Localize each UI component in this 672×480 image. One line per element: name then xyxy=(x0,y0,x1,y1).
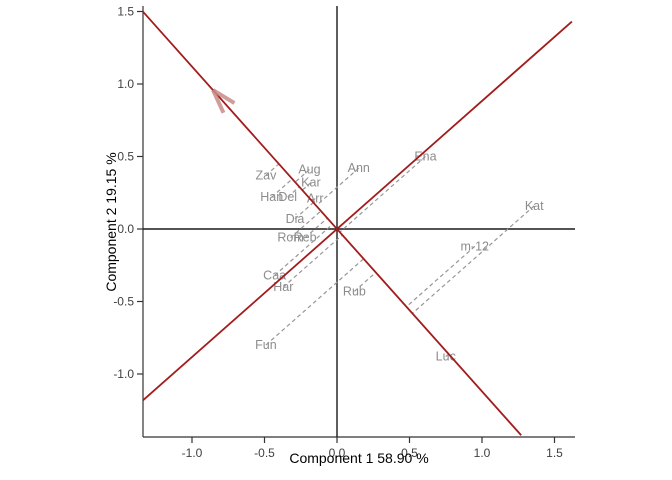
projection-line xyxy=(265,258,364,346)
x-tick-label: 0.0 xyxy=(329,446,346,460)
projection-line xyxy=(301,182,312,191)
projection-line xyxy=(271,178,293,198)
direction-arrowhead-wing xyxy=(211,88,236,105)
y-tick-label: -1.0 xyxy=(113,367,134,381)
y-tick-label: 1.0 xyxy=(117,77,134,91)
projection-line xyxy=(294,169,310,183)
y-tick-label: 0.5 xyxy=(117,150,134,164)
sample-label-m-12: m-12 xyxy=(461,239,490,253)
sample-label-Ena: Ena xyxy=(414,150,436,164)
y-axis-title: Component 2 19.15 % xyxy=(103,152,119,292)
projection-line xyxy=(315,167,360,207)
projection-line xyxy=(354,272,377,292)
projection-line xyxy=(265,163,280,176)
projection-line xyxy=(282,234,343,288)
projection-line xyxy=(406,245,476,308)
y-tick-label: 1.5 xyxy=(117,5,134,19)
sample-label-Kat: Kat xyxy=(525,199,544,213)
projection-line xyxy=(287,186,300,198)
projection-line xyxy=(411,205,535,314)
rotated-axis-1 xyxy=(142,11,522,436)
sample-label-Ann: Ann xyxy=(348,161,370,175)
x-tick-label: 1.5 xyxy=(546,446,563,460)
projection-line xyxy=(304,217,328,239)
x-tick-label: 1.0 xyxy=(474,446,491,460)
x-tick-label: 0.5 xyxy=(401,446,418,460)
sample-label-Aug: Aug xyxy=(298,163,320,177)
x-axis-title: Component 1 58.90 % xyxy=(289,450,429,466)
rotated-axis-2 xyxy=(142,20,573,401)
projection-line xyxy=(274,223,334,276)
projection-line xyxy=(339,156,426,233)
x-tick-label: -0.5 xyxy=(254,446,275,460)
y-tick-label: 0.0 xyxy=(117,222,134,236)
x-tick-label: -1.0 xyxy=(182,446,203,460)
direction-arrowhead-wing xyxy=(211,89,226,114)
y-tick-label: -0.5 xyxy=(113,295,134,309)
